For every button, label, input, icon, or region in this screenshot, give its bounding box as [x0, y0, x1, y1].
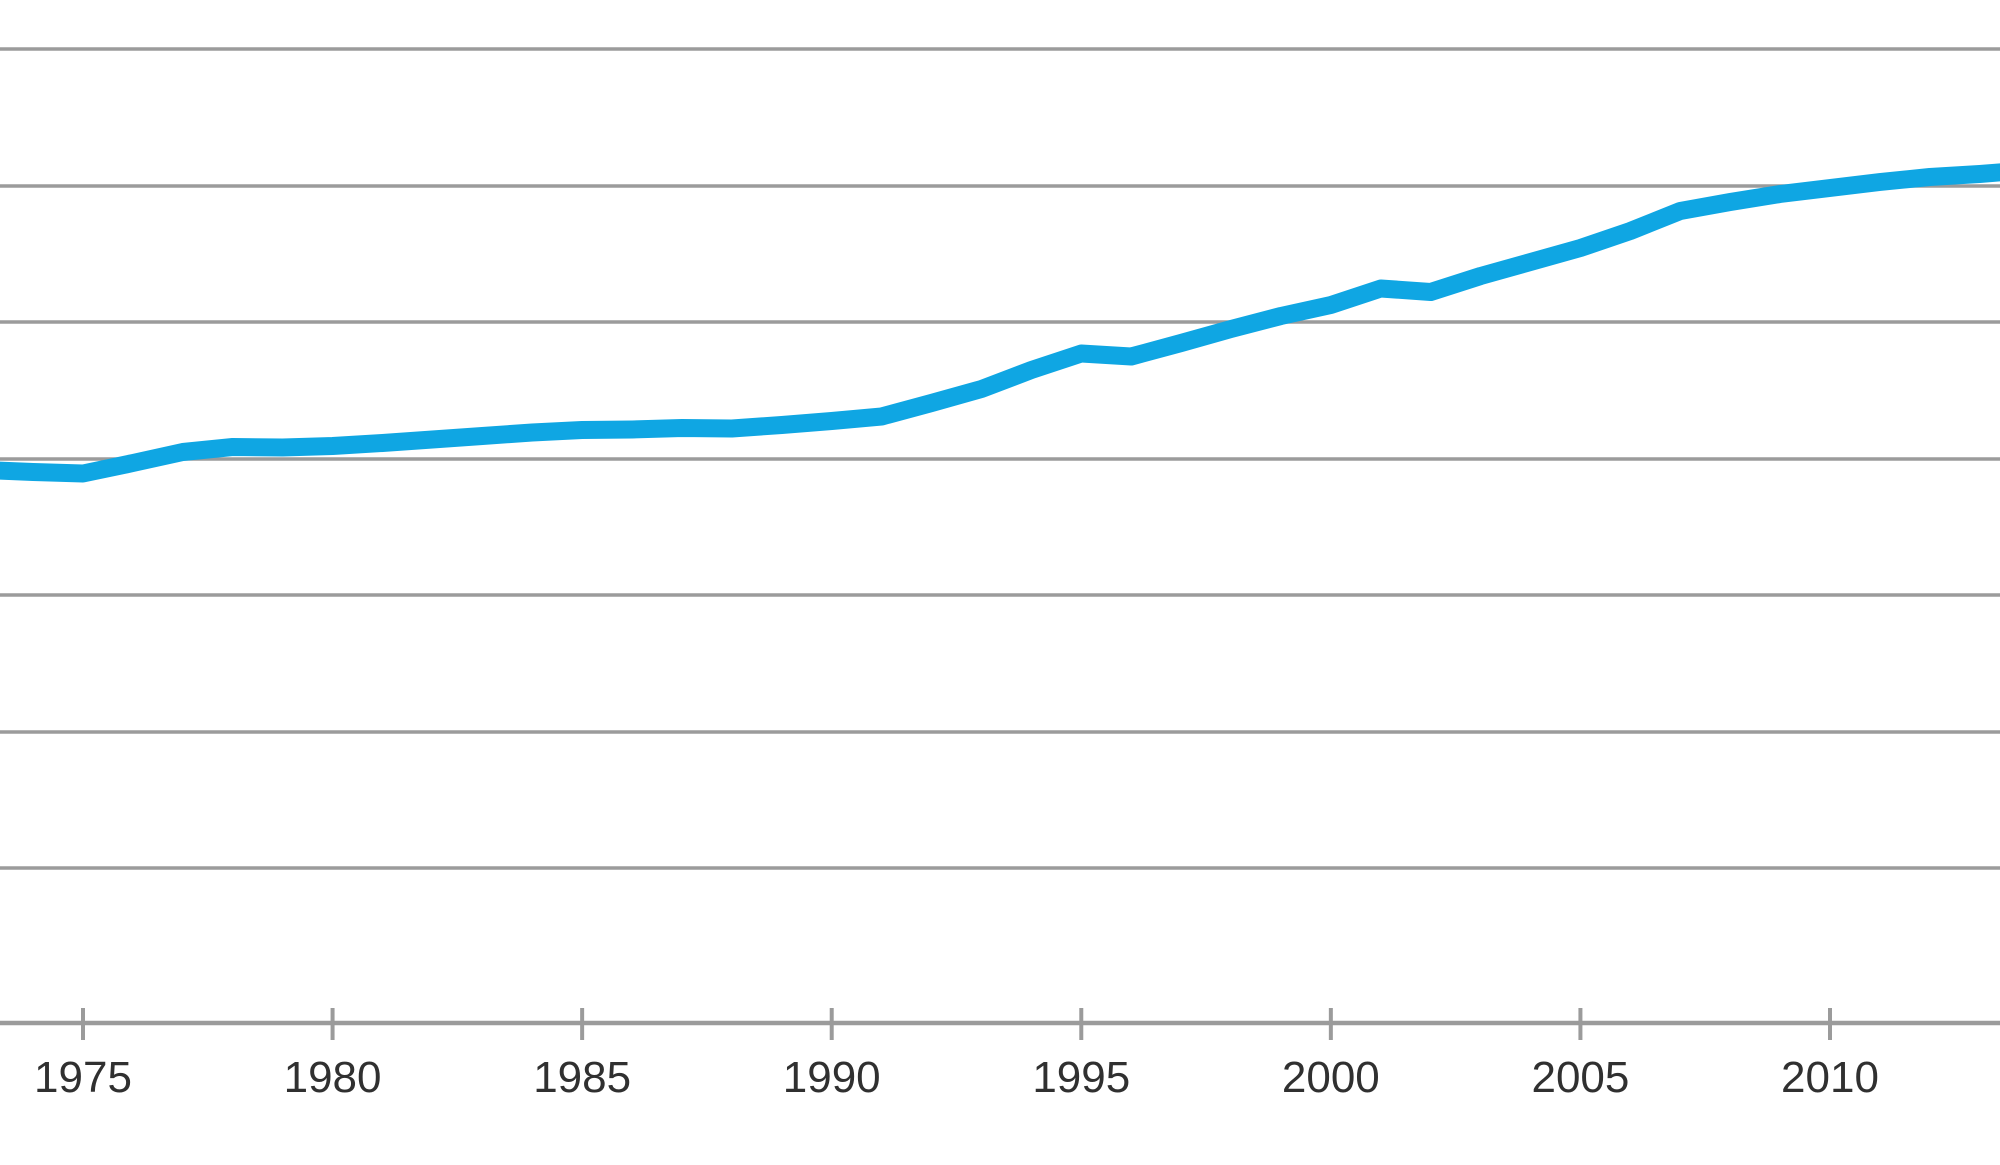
data-series — [0, 163, 2000, 483]
x-tick-label: 1985 — [533, 1053, 631, 1102]
x-tick-label: 1990 — [783, 1053, 881, 1102]
x-tick-label: 1980 — [284, 1053, 382, 1102]
x-axis-ticks — [81, 1008, 1832, 1040]
x-tick-label: 1975 — [34, 1053, 132, 1102]
x-tick-label: 2005 — [1531, 1053, 1629, 1102]
gridlines — [0, 47, 2000, 870]
data-line-series-1 — [0, 163, 2000, 483]
x-axis-labels: 1975 1980 1985 1990 1995 2000 2005 2010 — [34, 1053, 1879, 1102]
x-tick-label: 1995 — [1032, 1053, 1130, 1102]
x-tick-label: 2010 — [1781, 1053, 1879, 1102]
x-tick-label: 2000 — [1282, 1053, 1380, 1102]
